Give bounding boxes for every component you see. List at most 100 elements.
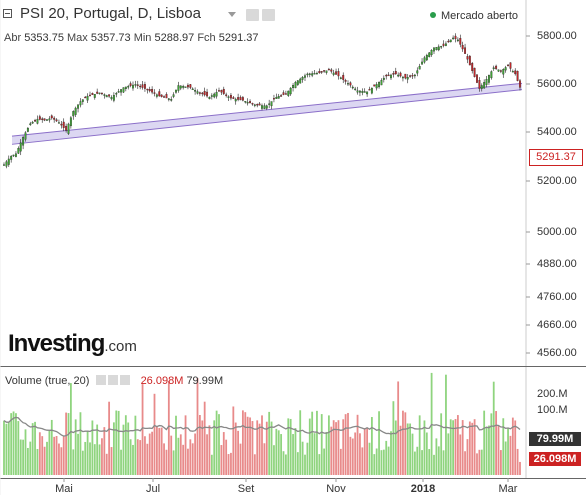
volume-bar	[265, 421, 268, 475]
candle-body	[502, 68, 505, 75]
candle-body	[241, 97, 244, 101]
ohlc-readout: Abr 5353.75 Max 5357.73 Min 5288.97 Fch …	[4, 32, 258, 44]
open-value: 5353.75	[24, 32, 64, 44]
eye-icon[interactable]	[95, 375, 106, 385]
volume-bar	[325, 431, 328, 475]
candle-body	[170, 99, 173, 101]
candle-body	[155, 94, 158, 97]
candle-body	[413, 74, 416, 77]
high-value: 5357.73	[90, 32, 131, 44]
volume-bar	[504, 441, 507, 475]
candle-body	[141, 84, 144, 88]
candle-body	[280, 95, 283, 97]
volume-bar	[206, 434, 208, 475]
volume-bar	[327, 415, 330, 475]
instrument-title[interactable]: PSI 20, Portugal, D, Lisboa	[20, 5, 201, 22]
settings-icon[interactable]	[246, 9, 259, 21]
candle-body	[232, 97, 235, 99]
candle-body	[296, 80, 299, 85]
price-axis-label: 4880.00	[537, 258, 577, 270]
candle-body	[428, 52, 431, 58]
candle-body	[206, 91, 209, 97]
candle-body	[7, 158, 10, 165]
candle-body	[129, 83, 132, 86]
candle-body	[86, 95, 89, 101]
volume-bar	[294, 428, 297, 475]
volume-bar	[280, 434, 283, 475]
volume-bar	[146, 443, 149, 475]
volume-bar	[418, 415, 421, 475]
candle-body	[339, 77, 342, 79]
candle-body	[411, 75, 414, 77]
volume-bar	[203, 401, 206, 475]
volume-bar	[361, 447, 364, 475]
candle-body	[179, 85, 182, 89]
volume-bar	[167, 380, 170, 475]
volume-bar	[84, 441, 87, 475]
candle-body	[227, 96, 230, 98]
volume-bar	[287, 418, 290, 475]
volume-bar	[399, 425, 402, 475]
volume-bar	[234, 422, 237, 475]
volume-bar	[464, 451, 466, 475]
candle-body	[222, 88, 225, 94]
candle-body	[516, 70, 519, 81]
candle-body	[335, 71, 338, 75]
volume-bar	[179, 434, 182, 475]
volume-bar	[301, 441, 304, 475]
candle-body	[122, 87, 125, 93]
volume-indicator-title[interactable]: Volume (true, 20)	[5, 375, 90, 387]
volume-bar	[210, 454, 213, 475]
volume-bar	[258, 423, 261, 475]
volume-bar	[98, 444, 101, 475]
candle-body	[100, 92, 103, 95]
volume-bar	[313, 433, 316, 475]
candle-body	[10, 156, 13, 160]
volume-bar	[158, 427, 161, 475]
volume-bar	[413, 451, 416, 475]
volume-bar	[344, 414, 347, 475]
volume-bar	[421, 450, 423, 475]
close-icon[interactable]	[119, 375, 130, 385]
volume-bar	[270, 421, 273, 475]
candle-body	[366, 91, 369, 95]
candle-body	[148, 89, 151, 92]
candle-body	[253, 104, 256, 106]
volume-bar	[449, 419, 452, 475]
volume-bar	[277, 430, 280, 475]
volume-bar	[120, 449, 122, 475]
candle-body	[370, 87, 373, 94]
trend-channel[interactable]	[11, 82, 523, 145]
volume-bar	[91, 420, 94, 475]
investing-logo: Investing.com	[8, 330, 137, 358]
volume-bar	[480, 449, 483, 475]
volume-bar	[411, 433, 414, 475]
candle-body	[244, 101, 247, 103]
minimize-icon[interactable]	[3, 9, 12, 18]
volume-bar	[380, 450, 383, 475]
volume-bar	[251, 421, 254, 475]
candle-body	[433, 47, 435, 52]
candle-body	[373, 84, 376, 87]
volume-bar	[172, 450, 175, 475]
chevron-down-icon[interactable]	[228, 12, 236, 17]
close-icon[interactable]	[262, 9, 275, 21]
candle-body	[53, 117, 56, 120]
candle-body	[175, 89, 177, 93]
candle-body	[258, 103, 261, 106]
candle-body	[29, 123, 32, 126]
candle-body	[103, 94, 106, 96]
volume-bar	[468, 421, 471, 475]
volume-bar	[17, 421, 20, 475]
candle-body	[327, 68, 330, 71]
volume-bar	[12, 411, 15, 475]
candle-body	[67, 123, 70, 134]
volume-bar	[308, 418, 311, 475]
volume-bar	[478, 449, 481, 475]
price-axis-label: 5200.00	[537, 175, 577, 187]
volume-axis-label: 200.M	[537, 388, 568, 400]
candle-body	[478, 80, 481, 89]
volume-bar	[368, 442, 371, 475]
settings-icon[interactable]	[107, 375, 118, 385]
